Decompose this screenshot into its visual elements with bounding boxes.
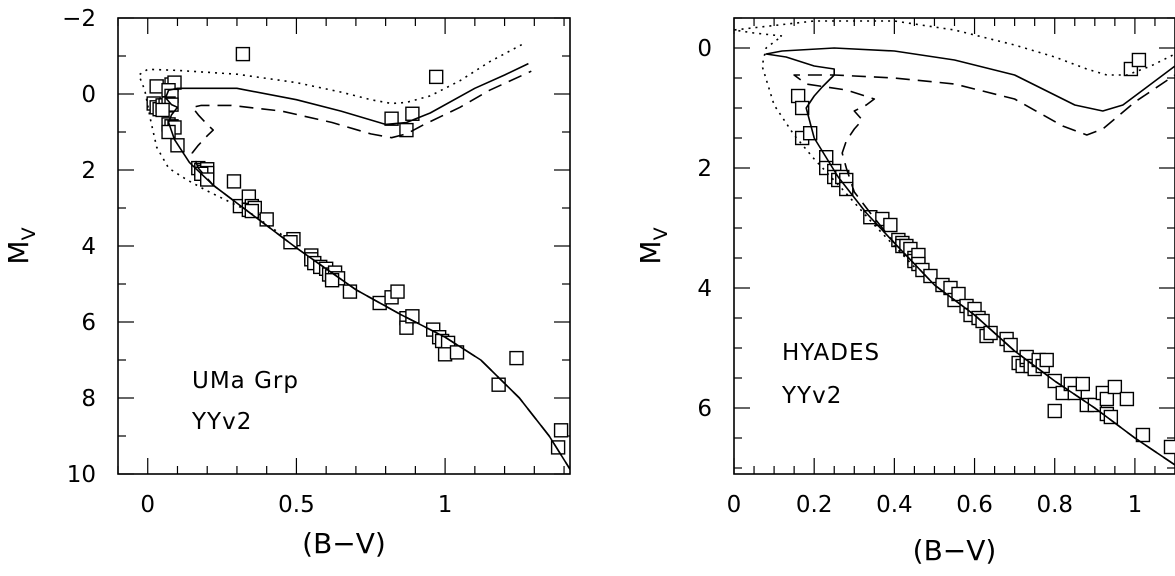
hyades-star-marker [790, 88, 806, 104]
uma-plot-area [138, 41, 570, 471]
hyades-x-tick-label: 0.8 [1036, 492, 1073, 518]
hyades-y-axis-label-subscript: V [650, 227, 672, 240]
hyades-y-tick-label: 2 [697, 156, 712, 182]
uma-y-tick-label: 6 [81, 310, 96, 336]
uma-x-tick-label: 0 [140, 492, 155, 518]
uma-star-marker [437, 347, 453, 362]
hyades-y-tick-label: 0 [697, 36, 712, 62]
hyades-x-axis-label: (B−V) [913, 534, 997, 567]
uma-y-tick-label: 4 [81, 234, 96, 260]
hyades-x-tick-label: 0.2 [796, 492, 833, 518]
uma-star-marker [235, 46, 251, 62]
uma-star-marker [384, 111, 399, 126]
hyades-y-tick-label: 6 [697, 396, 712, 422]
hyades-star-marker [1103, 409, 1119, 425]
uma-y-axis-label-subscript: V [18, 227, 40, 240]
hyades-x-tick-label: 0.4 [876, 492, 913, 518]
uma-star-marker [509, 350, 524, 366]
uma-x-tick-label: 1 [438, 492, 453, 518]
uma-isochrone-dotted [138, 41, 526, 236]
uma-star-marker [449, 345, 465, 360]
hyades-y-tick-label: 4 [697, 276, 712, 302]
uma-annotation-1: UMa Grp [192, 368, 299, 394]
hyades-star-marker [1119, 391, 1135, 407]
uma-group-panel: 0 0.5 1 −2 0 2 4 6 8 10 (B−V) MV UMa Grp YYv2 [2, 6, 571, 560]
uma-star-marker [491, 377, 506, 392]
hyades-star-marker [1075, 376, 1090, 392]
hyades-star-marker [1107, 379, 1123, 395]
hyades-star-marker [1099, 391, 1115, 407]
uma-annotation-2: YYv2 [191, 409, 252, 435]
uma-isochrone-dashed [191, 70, 570, 471]
hyades-star-marker [983, 325, 998, 341]
hyades-plot-area [734, 20, 1175, 466]
hyades-x-tick-label: 0 [727, 492, 742, 518]
uma-star-marker [226, 174, 242, 189]
hyades-annotation-1: HYADES [782, 340, 880, 366]
uma-x-axis-label: (B−V) [302, 527, 386, 560]
hyades-star-marker [883, 217, 898, 233]
uma-x-tick-label: 0.5 [278, 492, 315, 518]
hyades-panel: 0 0.2 0.4 0.6 0.8 1 0 2 4 6 (B−V) MV HYADES YYv2 [634, 17, 1175, 567]
hyades-star-marker [794, 100, 810, 116]
hyades-annotation-2: YYv2 [781, 383, 842, 409]
uma-star-marker [428, 69, 444, 85]
uma-star-marker [259, 212, 274, 227]
uma-y-tick-label: 8 [81, 386, 96, 412]
uma-star-marker [244, 203, 260, 219]
uma-y-tick-label: 2 [81, 158, 96, 184]
uma-y-tick-label: 10 [67, 462, 96, 488]
hyades-star-marker [951, 286, 966, 302]
hyades-star-marker [1135, 427, 1151, 443]
uma-star-marker [149, 79, 164, 94]
uma-y-tick-label: −2 [62, 6, 96, 32]
uma-y-tick-label: 0 [81, 82, 96, 108]
hyades-star-marker [1003, 337, 1018, 353]
uma-y-axis-label: MV [2, 227, 40, 264]
uma-isochrone-solid [164, 62, 570, 471]
hyades-star-marker [1131, 52, 1147, 68]
hyades-x-tick-label: 0.6 [956, 492, 993, 518]
hyades-isochrone-dashed [793, 74, 1175, 466]
uma-star-marker [390, 284, 405, 299]
uma-star-marker [155, 102, 170, 118]
hyades-x-tick-label: 1 [1128, 492, 1143, 518]
uma-star-marker [342, 284, 358, 299]
uma-plot-frame [117, 17, 571, 475]
hyades-star-marker [1047, 403, 1062, 419]
uma-star-marker [161, 124, 176, 140]
hyades-star-marker [1163, 439, 1175, 455]
hyades-star-marker [1039, 352, 1054, 368]
hyades-star-marker [923, 268, 938, 284]
hyades-y-axis-label: MV [634, 227, 672, 264]
uma-star-marker [553, 423, 569, 438]
